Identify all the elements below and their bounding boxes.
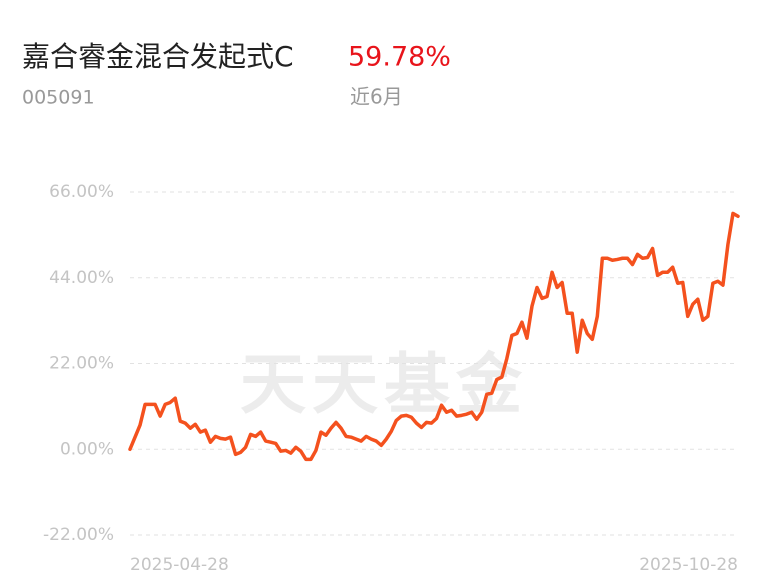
x-tick-label: 2025-10-28	[639, 555, 738, 575]
y-tick-label: 0.00%	[60, 439, 114, 459]
y-tick-label: 44.00%	[49, 268, 114, 288]
watermark: 天天基金	[240, 345, 528, 423]
y-tick-label: 22.00%	[49, 354, 114, 374]
y-tick-label: 66.00%	[49, 182, 114, 202]
return-line	[128, 211, 740, 462]
return-value: 59.78%	[348, 42, 451, 73]
fund-title: 嘉合睿金混合发起式C	[22, 40, 294, 73]
period-label: 近6月	[350, 85, 403, 109]
x-tick-label: 2025-04-28	[130, 555, 229, 575]
fund-code: 005091	[22, 87, 95, 109]
y-tick-label: -22.00%	[43, 525, 114, 545]
